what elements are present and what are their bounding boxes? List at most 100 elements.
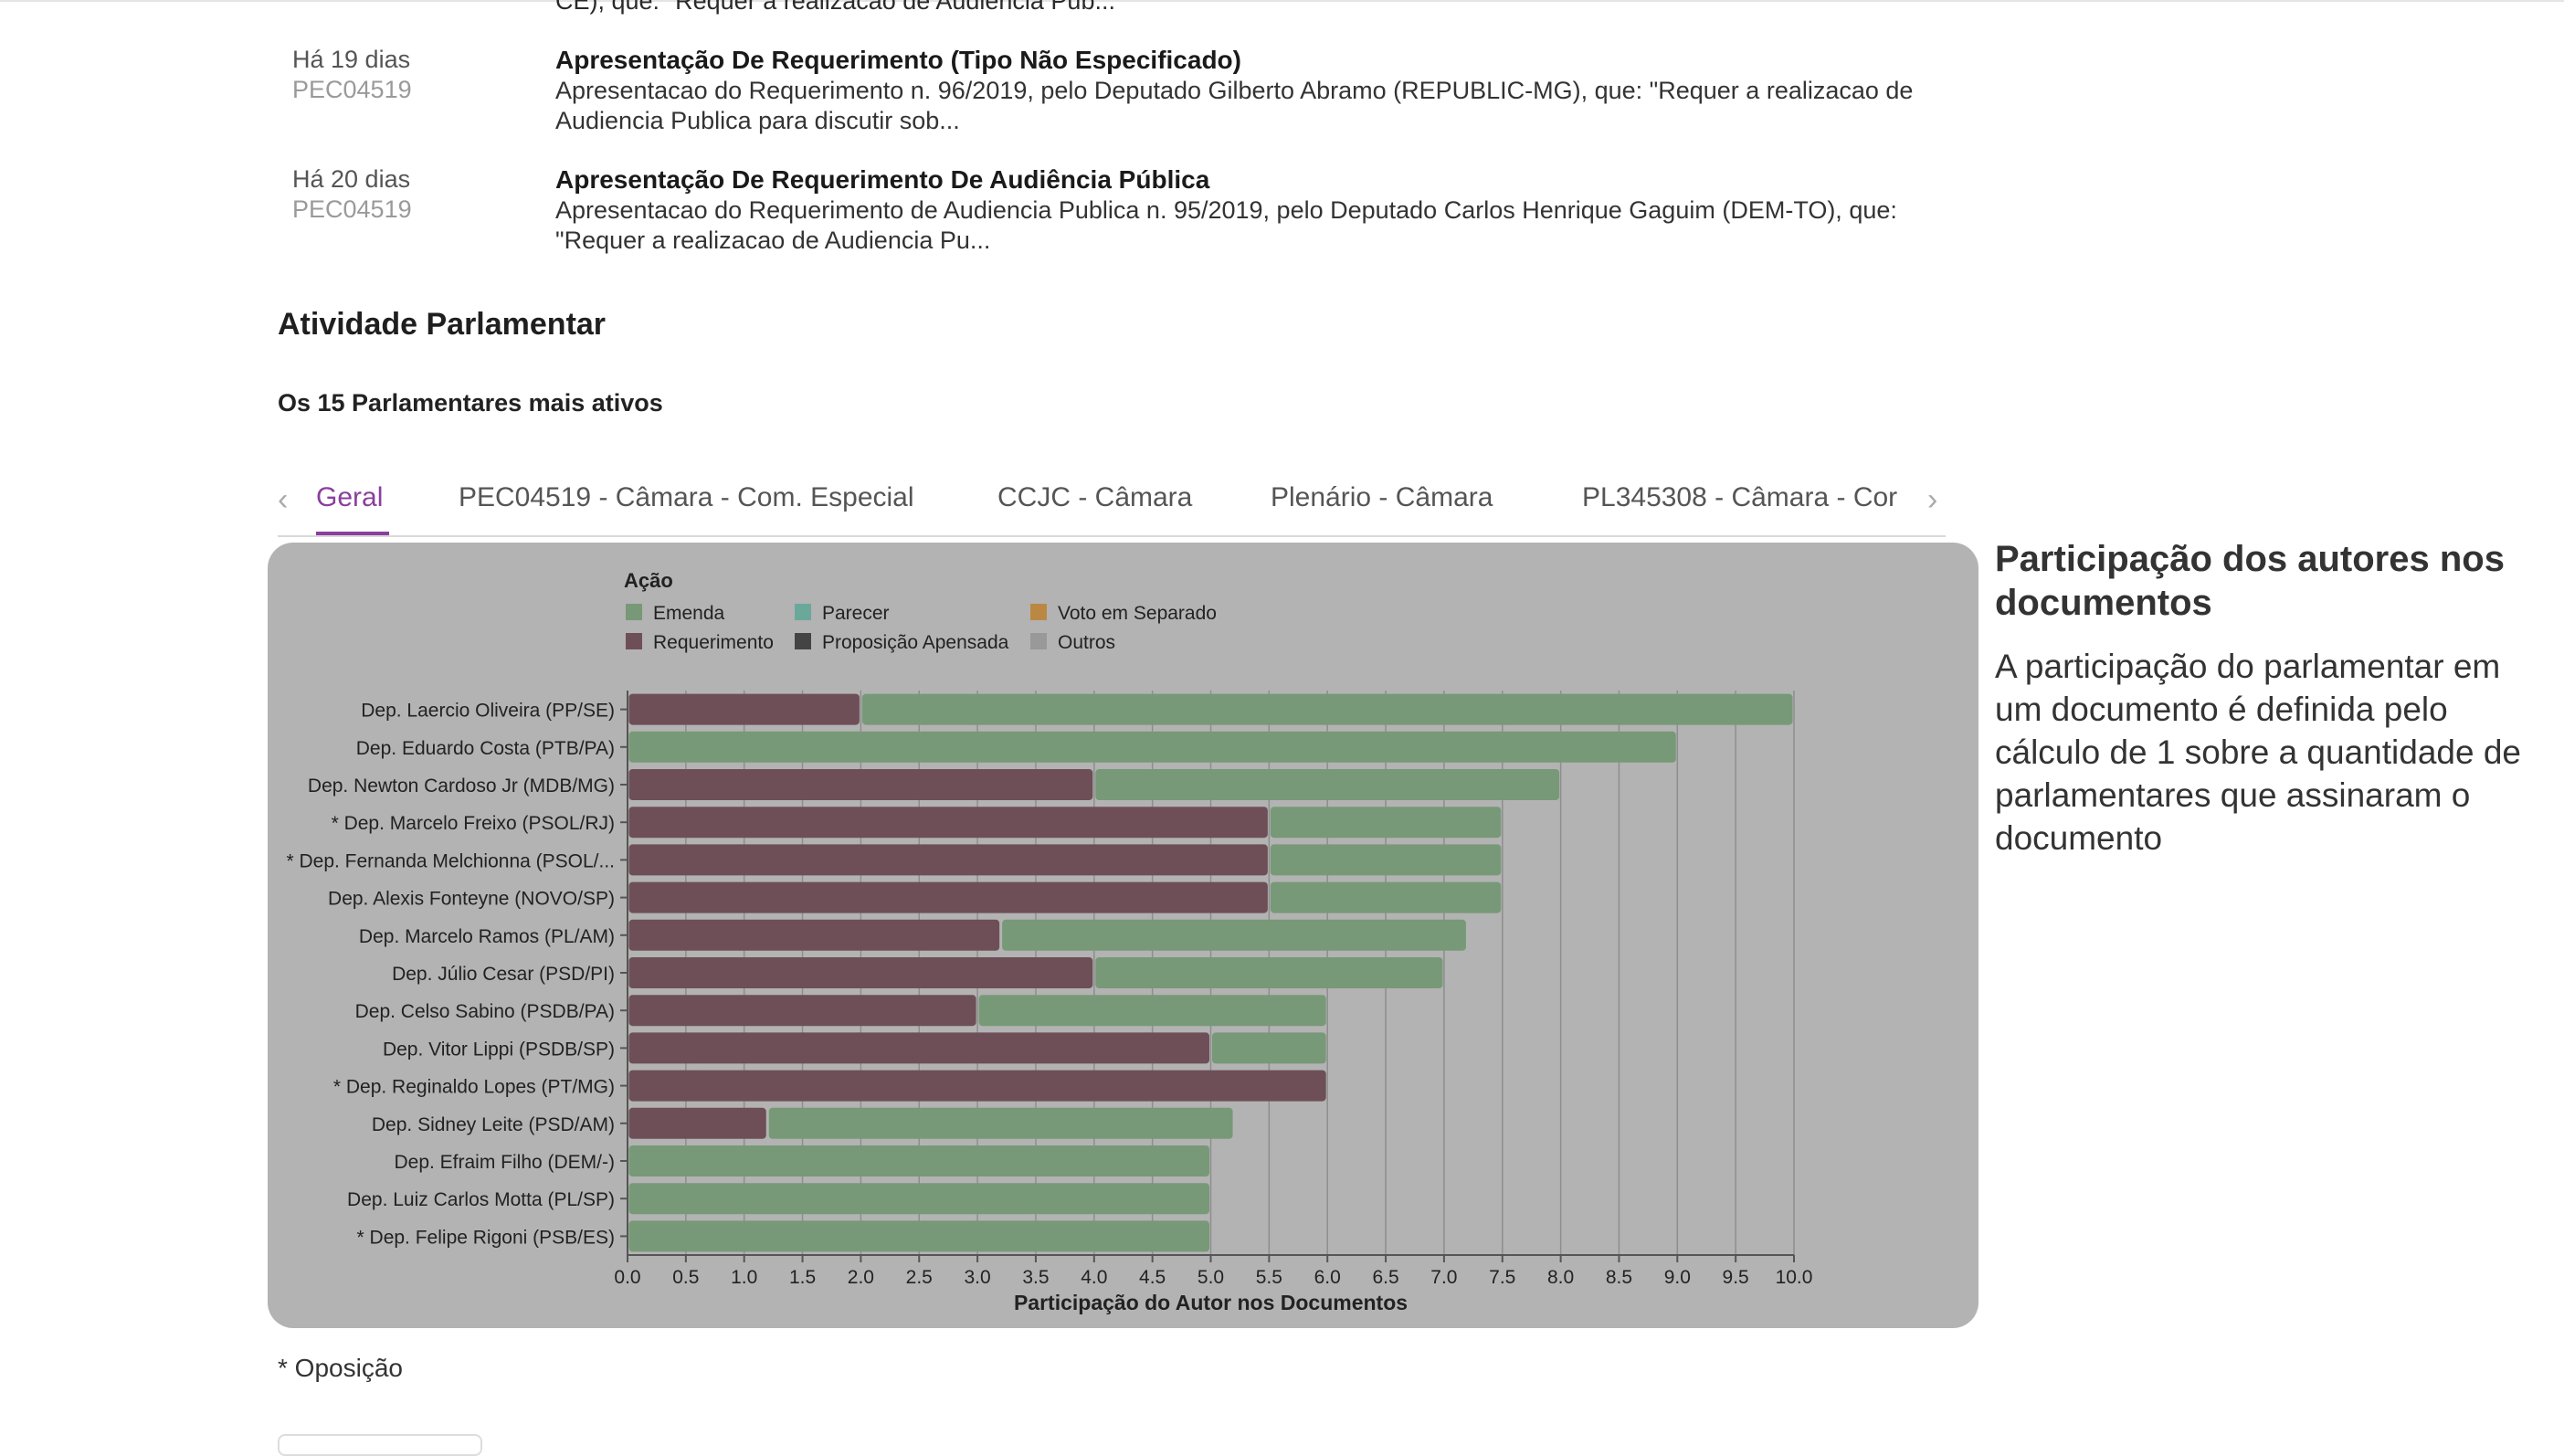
bar-emenda (1270, 844, 1502, 876)
feed-cut-text: CE), que: "Requer a realizacao de Audien… (555, 0, 1115, 15)
bar-emenda (1095, 769, 1560, 800)
x-tick-label: 3.5 (1022, 1267, 1049, 1288)
x-tick-label: 7.5 (1489, 1267, 1515, 1288)
legend-label: Emenda (653, 603, 725, 624)
bar-emenda (978, 995, 1326, 1027)
x-tick-label: 6.5 (1372, 1267, 1398, 1288)
chevron-right-icon[interactable]: › (1927, 482, 1938, 517)
x-tick-label: 2.0 (848, 1267, 874, 1288)
x-tick-label: 9.5 (1723, 1267, 1749, 1288)
bar-requerimento (628, 844, 1268, 876)
bar-emenda (628, 731, 1676, 763)
side-title: Participação dos autores nos documentos (1995, 539, 2505, 623)
legend-label: Voto em Separado (1058, 603, 1217, 624)
x-tick-label: 4.0 (1081, 1267, 1107, 1288)
legend-label: Requerimento (653, 632, 774, 653)
legend-swatch (1030, 604, 1047, 620)
legend-label: Outros (1058, 632, 1115, 653)
x-tick-label: 8.0 (1547, 1267, 1574, 1288)
bar-emenda (628, 1145, 1209, 1176)
side-description: A participação do parlamentar em um docu… (1995, 648, 2521, 857)
x-tick-label: 1.5 (789, 1267, 816, 1288)
feed-date: Há 19 dias (292, 46, 411, 73)
x-tick-label: 7.0 (1430, 1267, 1457, 1288)
y-tick-label: Dep. Eduardo Costa (PTB/PA) (356, 738, 615, 759)
tab-strip: ‹ Geral PEC04519 - Câmara - Com. Especia… (278, 466, 1909, 535)
y-tick-label: Dep. Celso Sabino (PSDB/PA) (355, 1001, 615, 1022)
chart-panel: 0.0 0.5 1.0 1.5 2.0 2.5 3.0 3.5 4.0 4.5 5.0 5.5 6.0 6… (268, 543, 1978, 1328)
bar-emenda (628, 1220, 1209, 1252)
bar-emenda (1212, 1032, 1326, 1064)
x-tick-label: 6.0 (1314, 1267, 1341, 1288)
y-tick-label: * Dep. Reginaldo Lopes (PT/MG) (333, 1077, 615, 1098)
y-tick-label: * Dep. Marcelo Freixo (PSOL/RJ) (332, 813, 615, 834)
legend-swatch (626, 633, 642, 649)
legend-title: Ação (624, 569, 673, 592)
tab-bar: ‹ Geral PEC04519 - Câmara - Com. Especia… (278, 466, 1946, 537)
bar-requerimento (628, 807, 1268, 839)
legend-label: Parecer (822, 603, 890, 624)
tab-ccjc[interactable]: CCJC - Câmara (997, 482, 1193, 512)
x-tick-label: 2.5 (906, 1267, 933, 1288)
bar-emenda (1270, 807, 1502, 839)
legend-swatch (626, 604, 642, 620)
legend-swatch (795, 633, 811, 649)
bar-requerimento (628, 769, 1093, 800)
feed-description: Apresentacao do Requerimento n. 96/2019,… (555, 77, 1914, 134)
tab-pec04519[interactable]: PEC04519 - Câmara - Com. Especial (459, 482, 914, 512)
x-tick-label: 10.0 (1776, 1267, 1813, 1288)
x-tick-label: 0.0 (614, 1267, 640, 1288)
y-tick-label: Dep. Júlio Cesar (PSD/PI) (392, 964, 615, 985)
feed-title[interactable]: Apresentação De Requerimento De Audiênci… (555, 165, 1210, 194)
bottom-button[interactable] (278, 1434, 482, 1456)
bar-emenda (861, 693, 1793, 725)
x-tick-label: 8.5 (1606, 1267, 1632, 1288)
feed-title[interactable]: Apresentação De Requerimento (Tipo Não E… (555, 46, 1241, 74)
bar-requerimento (628, 1032, 1209, 1064)
bar-requerimento (628, 1070, 1326, 1102)
legend-swatch (795, 604, 811, 620)
y-tick-label: Dep. Vitor Lippi (PSDB/SP) (383, 1039, 615, 1060)
feed-code: PEC04519 (292, 76, 412, 103)
bar-requerimento (628, 881, 1268, 913)
bar-emenda (768, 1107, 1233, 1139)
y-tick-label: Dep. Newton Cardoso Jr (MDB/MG) (308, 775, 615, 797)
x-tick-label: 5.0 (1198, 1267, 1224, 1288)
y-tick-label: Dep. Sidney Leite (PSD/AM) (372, 1114, 615, 1135)
x-tick-label: 5.5 (1256, 1267, 1282, 1288)
y-tick-label: Dep. Luiz Carlos Motta (PL/SP) (347, 1189, 615, 1210)
x-tick-label: 1.0 (731, 1267, 757, 1288)
x-tick-label: 3.0 (964, 1267, 990, 1288)
y-tick-label: Dep. Efraim Filho (DEM/-) (394, 1152, 615, 1173)
y-tick-label: Dep. Laercio Oliveira (PP/SE) (361, 701, 615, 722)
y-tick-label: * Dep. Felipe Rigoni (PSB/ES) (357, 1227, 615, 1248)
y-tick-label: Dep. Marcelo Ramos (PL/AM) (359, 926, 615, 947)
y-tick-label: * Dep. Fernanda Melchionna (PSOL/... (286, 850, 615, 871)
chevron-left-icon[interactable]: ‹ (278, 482, 289, 517)
tab-geral[interactable]: Geral (316, 482, 384, 512)
bar-emenda (1002, 919, 1466, 951)
bar-requerimento (628, 1107, 766, 1139)
legend-label: Proposição Apensada (822, 632, 1009, 653)
active-tab-indicator (316, 532, 389, 535)
x-tick-label: 0.5 (672, 1267, 699, 1288)
section-title: Atividade Parlamentar (278, 307, 607, 342)
bar-chart: 0.0 0.5 1.0 1.5 2.0 2.5 3.0 3.5 4.0 4.5 5.0 5.5 6.0 6… (286, 569, 1813, 1314)
feed-description: Apresentacao do Requerimento de Audienci… (555, 196, 1897, 254)
bar-emenda (628, 1183, 1209, 1215)
bar-emenda (1095, 957, 1443, 988)
bar-emenda (1270, 881, 1502, 913)
tab-pl345308[interactable]: PL345308 - Câmara - Cor (1582, 482, 1898, 512)
y-tick-label: Dep. Alexis Fonteyne (NOVO/SP) (328, 889, 615, 910)
top-divider (0, 0, 2564, 2)
section-subtitle: Os 15 Parlamentares mais ativos (278, 389, 663, 417)
tab-plenario[interactable]: Plenário - Câmara (1271, 482, 1493, 512)
x-axis-title: Participação do Autor nos Documentos (1014, 1291, 1408, 1314)
footnote: * Oposição (278, 1354, 403, 1382)
feed-code: PEC04519 (292, 195, 412, 223)
bar-requerimento (628, 995, 976, 1027)
x-tick-label: 4.5 (1139, 1267, 1166, 1288)
legend-swatch (1030, 633, 1047, 649)
feed-date: Há 20 dias (292, 165, 411, 193)
x-tick-label: 9.0 (1664, 1267, 1691, 1288)
